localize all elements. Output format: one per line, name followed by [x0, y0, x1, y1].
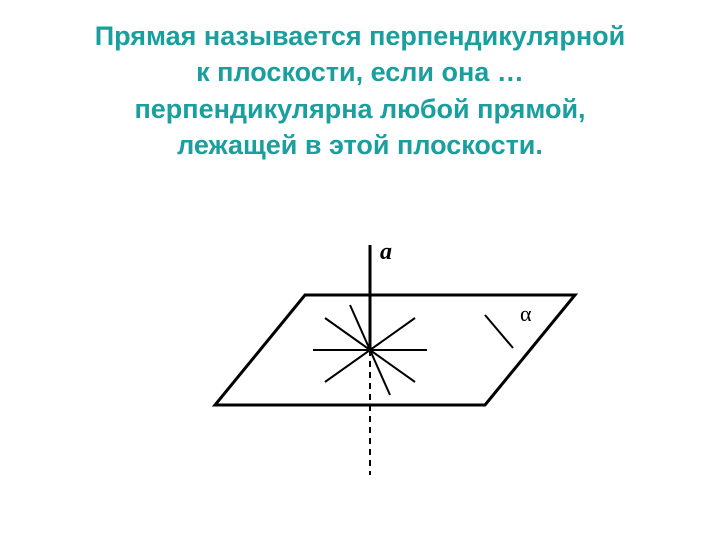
label-plane-alpha: α — [520, 301, 532, 326]
diagram-svg: a α — [150, 235, 580, 495]
subtitle-line-2: лежащей в этой плоскости. — [0, 127, 720, 163]
geometry-diagram: a α — [150, 235, 580, 495]
title-line-2: к плоскости, если она … — [0, 54, 720, 90]
title-line-1: Прямая называется перпендикулярной — [0, 18, 720, 54]
label-line-a: a — [380, 239, 392, 265]
plane-extra-segment — [485, 315, 513, 348]
heading-block: Прямая называется перпендикулярной к пло… — [0, 0, 720, 164]
subtitle-line-1: перпендикулярна любой прямой, — [0, 91, 720, 127]
